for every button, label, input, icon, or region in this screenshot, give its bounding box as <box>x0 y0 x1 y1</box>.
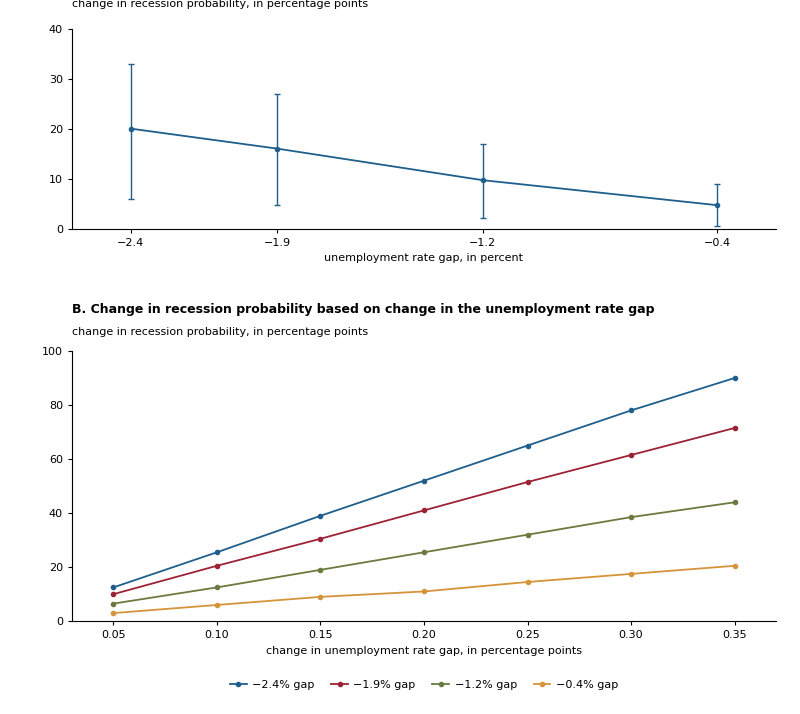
−2.4% gap <box>626 406 636 415</box>
−1.2% gap <box>626 513 636 521</box>
Line: −0.4% gap: −0.4% gap <box>111 564 737 615</box>
Text: change in recession probability, in percentage points: change in recession probability, in perc… <box>72 0 368 9</box>
−1.2% gap <box>419 548 429 557</box>
−1.2% gap <box>109 599 118 608</box>
−2.4% gap <box>212 548 222 557</box>
−0.4% gap <box>316 593 326 601</box>
−1.9% gap <box>316 535 326 543</box>
−1.9% gap <box>419 506 429 515</box>
−1.2% gap <box>522 531 532 539</box>
Line: −2.4% gap: −2.4% gap <box>111 376 737 590</box>
−1.9% gap <box>109 590 118 598</box>
−0.4% gap <box>212 600 222 609</box>
−1.2% gap <box>212 583 222 592</box>
−0.4% gap <box>419 587 429 595</box>
−1.9% gap <box>626 451 636 459</box>
−2.4% gap <box>109 583 118 592</box>
−1.9% gap <box>730 423 739 432</box>
−1.9% gap <box>522 478 532 486</box>
Legend: −2.4% gap, −1.9% gap, −1.2% gap, −0.4% gap: −2.4% gap, −1.9% gap, −1.2% gap, −0.4% g… <box>226 675 622 694</box>
−0.4% gap <box>626 570 636 578</box>
Text: B. Change in recession probability based on change in the unemployment rate gap: B. Change in recession probability based… <box>72 303 654 316</box>
Text: change in recession probability, in percentage points: change in recession probability, in perc… <box>72 328 368 338</box>
−2.4% gap <box>316 511 326 520</box>
X-axis label: unemployment rate gap, in percent: unemployment rate gap, in percent <box>325 253 523 263</box>
−1.2% gap <box>316 565 326 574</box>
−1.9% gap <box>212 561 222 570</box>
−0.4% gap <box>109 609 118 618</box>
−2.4% gap <box>419 476 429 485</box>
Line: −1.2% gap: −1.2% gap <box>111 501 737 605</box>
Line: −1.9% gap: −1.9% gap <box>111 426 737 596</box>
−1.2% gap <box>730 498 739 506</box>
−0.4% gap <box>730 561 739 570</box>
−2.4% gap <box>730 373 739 382</box>
X-axis label: change in unemployment rate gap, in percentage points: change in unemployment rate gap, in perc… <box>266 645 582 655</box>
−0.4% gap <box>522 578 532 586</box>
−2.4% gap <box>522 441 532 450</box>
